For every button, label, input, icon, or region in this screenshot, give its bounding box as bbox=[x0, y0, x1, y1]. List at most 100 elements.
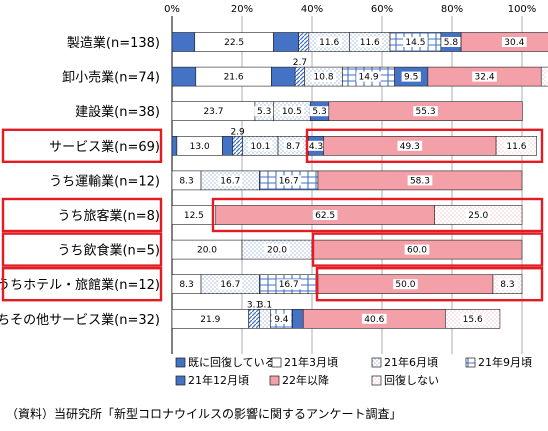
highlight-box-bar bbox=[211, 197, 544, 233]
data-label-background bbox=[401, 71, 421, 82]
data-label: 8.3 bbox=[179, 280, 193, 290]
data-label: 11.6 bbox=[360, 38, 380, 48]
data-label: 32.4 bbox=[475, 73, 495, 83]
legend-label: 回復しない bbox=[384, 374, 439, 387]
data-label: 10.5 bbox=[282, 107, 302, 117]
data-label: 8.3 bbox=[500, 280, 514, 290]
category-label: うちその他サービス業(n=32) bbox=[0, 312, 160, 328]
data-label-background bbox=[502, 37, 527, 47]
data-label: 5.3 bbox=[257, 107, 271, 117]
category-label: 建設業(n=38) bbox=[75, 104, 160, 120]
data-label-background bbox=[393, 279, 418, 290]
data-label: 16.7 bbox=[279, 176, 299, 186]
bar-segment bbox=[292, 308, 304, 329]
x-tick-label: 20% bbox=[231, 4, 253, 15]
data-label: 22.5 bbox=[224, 38, 244, 48]
bar-segment bbox=[294, 66, 305, 87]
data-label: 8.7 bbox=[286, 142, 300, 152]
data-label: 55.3 bbox=[416, 107, 436, 117]
category-label: うち飲食業(n=5) bbox=[57, 243, 160, 259]
source-note: （資料）当研究所「新型コロナウイルスの影響に関するアンケート調査」 bbox=[6, 407, 402, 421]
data-label-background bbox=[441, 37, 461, 47]
highlight-box-bar bbox=[311, 232, 544, 267]
data-label-background bbox=[472, 71, 497, 82]
legend-swatch bbox=[175, 357, 186, 368]
legend-label: 22年以降 bbox=[282, 373, 329, 387]
data-label-background bbox=[504, 140, 529, 151]
data-label: 4.3 bbox=[309, 142, 323, 152]
category-label: サービス業(n=69) bbox=[49, 139, 160, 155]
data-label-background bbox=[312, 210, 338, 220]
data-label-background bbox=[221, 37, 247, 47]
data-label: 21.9 bbox=[200, 315, 220, 325]
data-label-background bbox=[271, 313, 291, 324]
data-label: 23.7 bbox=[203, 107, 223, 117]
legend-label: 21年6月頃 bbox=[384, 355, 438, 369]
data-label: 10.1 bbox=[250, 142, 270, 152]
bar-segment bbox=[271, 66, 296, 87]
data-label: 16.7 bbox=[279, 280, 299, 290]
data-label: 21.6 bbox=[224, 73, 244, 83]
data-label: 16.7 bbox=[220, 176, 240, 186]
x-tick-label: 40% bbox=[301, 4, 323, 15]
legend-swatch bbox=[271, 357, 282, 368]
bar-segment bbox=[273, 32, 300, 52]
data-label: 2.7 bbox=[293, 58, 307, 68]
data-label-background bbox=[217, 175, 243, 186]
data-label-background bbox=[316, 37, 342, 47]
data-label: 12.5 bbox=[184, 211, 204, 221]
data-label: 20.0 bbox=[197, 246, 217, 256]
data-label: 3.1 bbox=[247, 300, 261, 310]
highlight-box-bar bbox=[315, 267, 544, 302]
data-label-background bbox=[187, 140, 212, 151]
data-label: 16.7 bbox=[220, 280, 240, 290]
data-label-background bbox=[181, 210, 207, 220]
highlight-box-label bbox=[1, 197, 163, 233]
data-label: 13.0 bbox=[190, 142, 210, 152]
x-tick-label: 0% bbox=[164, 4, 180, 15]
data-label: 25.0 bbox=[468, 211, 488, 221]
data-label-background bbox=[362, 313, 387, 324]
data-label: 14.9 bbox=[359, 73, 379, 83]
data-label-background bbox=[311, 71, 336, 82]
data-label: 11.6 bbox=[506, 142, 526, 152]
highlight-box-bar bbox=[305, 128, 544, 164]
legend-label: 既に回復している bbox=[188, 356, 276, 369]
data-label-background bbox=[264, 244, 290, 255]
bar-segment bbox=[171, 32, 196, 52]
bar-segment bbox=[248, 308, 260, 329]
data-label-background bbox=[356, 71, 381, 82]
bar-segment bbox=[171, 136, 178, 156]
data-label-background bbox=[279, 106, 305, 117]
data-label-background bbox=[397, 140, 423, 151]
data-label: 40.6 bbox=[364, 315, 384, 325]
data-label: 49.3 bbox=[400, 142, 420, 152]
category-label: 製造業(n=138) bbox=[67, 35, 160, 51]
data-label-background bbox=[309, 106, 330, 117]
category-label: 卸小売業(n=74) bbox=[62, 70, 160, 86]
data-label-background bbox=[306, 140, 326, 151]
bar-segment bbox=[298, 32, 310, 52]
data-label-background bbox=[198, 313, 223, 324]
bar-segment bbox=[171, 66, 197, 87]
data-label: 20.0 bbox=[267, 246, 287, 256]
data-label: 5.3 bbox=[312, 107, 326, 117]
data-label-background bbox=[248, 140, 273, 151]
data-label: 14.5 bbox=[405, 38, 425, 48]
category-label: うちホテル・旅館業(n=12) bbox=[0, 277, 160, 293]
data-label-background bbox=[194, 244, 220, 255]
legend-swatch bbox=[371, 375, 382, 386]
data-label: 8.3 bbox=[179, 176, 193, 186]
x-tick-label: 100% bbox=[508, 4, 537, 15]
legend-swatch bbox=[269, 375, 280, 386]
legend-swatch bbox=[371, 357, 382, 368]
data-label-background bbox=[254, 106, 274, 117]
data-label-background bbox=[403, 37, 428, 47]
category-label: うち運輸業(n=12) bbox=[49, 173, 160, 189]
data-label-background bbox=[357, 37, 383, 47]
legend-swatch bbox=[175, 375, 186, 386]
x-tick-label: 60% bbox=[371, 4, 393, 15]
data-label-background bbox=[176, 175, 197, 186]
data-label: 9.5 bbox=[404, 73, 418, 83]
data-label: 15.6 bbox=[463, 315, 483, 325]
